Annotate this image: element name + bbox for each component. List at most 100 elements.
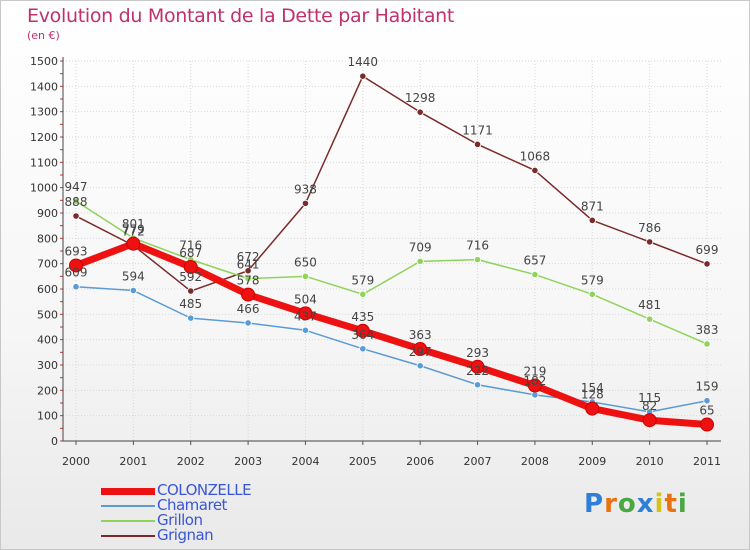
x-tick-label: 2005 — [349, 455, 377, 468]
y-tick-label: 700 — [37, 258, 58, 271]
data-label-colonzelle: 363 — [409, 328, 432, 342]
data-point-grillon — [588, 290, 596, 298]
data-point-grignan — [703, 260, 711, 268]
data-label-grignan: 592 — [179, 270, 202, 284]
y-tick-label: 1400 — [30, 80, 58, 93]
legend-label: Chamaret — [157, 496, 227, 514]
data-label-colonzelle: 504 — [294, 292, 317, 306]
data-point-grignan — [301, 199, 310, 207]
legend-label: Grillon — [157, 511, 203, 529]
data-point-grignan — [416, 108, 424, 116]
data-point-grillon — [646, 315, 654, 323]
data-point-colonzelle — [183, 259, 198, 274]
logo-letter: o — [617, 489, 637, 519]
data-label-chamaret: 154 — [581, 381, 604, 395]
data-point-grignan — [359, 72, 367, 80]
y-tick-label: 1300 — [30, 106, 58, 119]
data-label-colonzelle: 693 — [65, 244, 88, 258]
data-label-chamaret: 222 — [466, 364, 489, 378]
data-label-colonzelle: 293 — [466, 346, 489, 360]
data-label-chamaret: 594 — [122, 270, 145, 284]
logo-letter: P — [584, 489, 605, 519]
y-tick-label: 1200 — [30, 131, 58, 144]
data-label-grillon: 947 — [65, 180, 88, 194]
data-point-colonzelle — [69, 258, 83, 273]
data-label-grillon: 383 — [696, 323, 719, 337]
data-label-colonzelle: 687 — [179, 246, 202, 260]
logo-letter: i — [677, 489, 688, 519]
data-point-grignan — [588, 216, 596, 224]
data-point-colonzelle — [413, 342, 428, 357]
series-line-chamaret — [75, 285, 708, 413]
data-label-chamaret: 609 — [65, 266, 88, 280]
data-label-chamaret: 297 — [409, 345, 432, 359]
data-point-chamaret — [359, 345, 367, 353]
data-label-chamaret: 159 — [696, 380, 719, 394]
y-tick-label: 800 — [37, 232, 58, 245]
data-point-colonzelle — [298, 306, 313, 321]
data-label-chamaret: 485 — [179, 297, 202, 311]
data-point-colonzelle — [126, 236, 141, 251]
x-tick-label: 2002 — [177, 455, 205, 468]
legend-label: Grignan — [157, 526, 214, 544]
data-point-chamaret — [703, 397, 711, 405]
data-label-grillon: 716 — [466, 239, 489, 253]
logo-letter: x — [636, 489, 655, 519]
data-point-chamaret — [244, 319, 252, 327]
data-label-chamaret: 364 — [351, 328, 374, 342]
data-label-chamaret: 466 — [237, 302, 260, 316]
data-label-grignan: 1171 — [462, 123, 493, 137]
x-tick-label: 2004 — [291, 455, 319, 468]
y-tick-label: 500 — [37, 308, 58, 321]
data-point-colonzelle — [585, 401, 600, 416]
logo-letter: t — [664, 489, 678, 519]
x-tick-label: 2010 — [636, 455, 664, 468]
legend-swatch — [101, 535, 155, 537]
x-tick-label: 2011 — [693, 455, 721, 468]
y-tick-label: 400 — [37, 334, 58, 347]
data-label-grillon: 709 — [409, 240, 432, 254]
data-point-chamaret — [531, 391, 539, 399]
x-tick-label: 2000 — [62, 455, 90, 468]
data-label-chamaret: 115 — [638, 391, 661, 405]
data-point-colonzelle — [527, 378, 542, 393]
data-label-colonzelle: 82 — [642, 399, 657, 413]
data-point-grignan — [646, 238, 654, 246]
data-label-colonzelle: 65 — [699, 404, 714, 418]
y-tick-label: 1500 — [30, 55, 58, 68]
data-point-grillon — [703, 340, 711, 348]
chart-title: Evolution du Montant de la Dette par Hab… — [27, 5, 455, 27]
data-label-grignan: 699 — [696, 243, 719, 257]
x-tick-label: 2008 — [521, 455, 549, 468]
data-label-grillon: 579 — [351, 273, 374, 287]
legend-swatch — [101, 505, 155, 507]
data-point-colonzelle — [700, 417, 714, 432]
proxiti-logo: Proxiti — [584, 489, 688, 519]
series-line-grignan — [75, 75, 708, 292]
logo-letter: r — [604, 489, 618, 519]
y-tick-label: 300 — [37, 359, 58, 372]
data-label-grignan: 672 — [237, 250, 260, 264]
data-label-colonzelle: 779 — [122, 223, 145, 237]
data-point-grillon — [244, 275, 252, 283]
data-label-grignan: 1068 — [520, 149, 551, 163]
data-point-grignan — [244, 267, 252, 275]
logo-letter: i — [654, 489, 665, 519]
data-point-grignan — [187, 287, 195, 295]
data-point-grignan — [72, 212, 80, 220]
data-label-chamaret: 182 — [523, 374, 546, 388]
legend-swatch — [101, 520, 155, 522]
chart-subtitle: (en €) — [27, 29, 60, 42]
data-point-grillon — [301, 272, 310, 280]
data-label-grillon: 716 — [179, 239, 202, 253]
data-label-colonzelle: 219 — [523, 365, 546, 379]
data-point-grillon — [531, 270, 539, 279]
y-tick-label: 600 — [37, 283, 58, 296]
x-tick-label: 2003 — [234, 455, 262, 468]
legend-swatch — [101, 487, 155, 495]
data-label-colonzelle: 578 — [237, 274, 260, 288]
data-point-chamaret — [473, 381, 482, 389]
data-label-grillon: 579 — [581, 273, 604, 287]
